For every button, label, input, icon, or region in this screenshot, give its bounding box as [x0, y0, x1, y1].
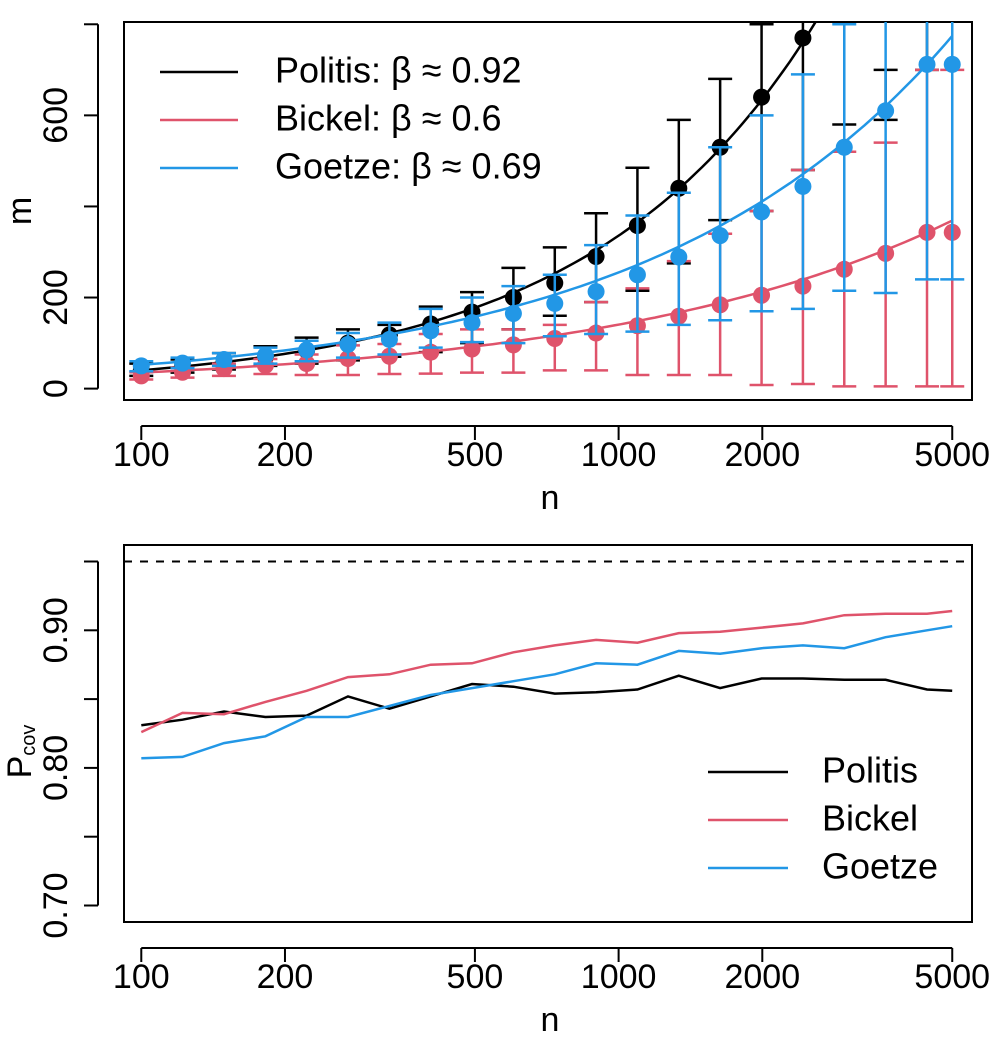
- data-point: [380, 330, 398, 348]
- y-tick-label: 600: [37, 87, 75, 144]
- y-axis-label: Pcov: [1, 725, 40, 779]
- series-line-goetze: [141, 624, 953, 760]
- x-tick-label: 1000: [581, 436, 657, 474]
- x-axis-label: n: [541, 479, 560, 517]
- data-point: [463, 340, 481, 358]
- series-goetze: [129, 22, 965, 375]
- data-point: [132, 357, 150, 375]
- data-point: [877, 102, 895, 120]
- y-axis-label: m: [1, 197, 39, 225]
- x-axis-label: n: [541, 1001, 560, 1039]
- y-axis-label-main: m: [1, 197, 39, 225]
- x-tick-label: 500: [447, 958, 504, 996]
- legend-label: Goetze: [822, 846, 938, 887]
- legend-label: Politis: β ≈ 0.92: [275, 50, 522, 91]
- x-tick-label: 100: [113, 436, 170, 474]
- x-tick-label: 5000: [914, 436, 990, 474]
- x-tick-label: 500: [447, 436, 504, 474]
- data-point: [504, 304, 522, 322]
- y-tick-label: 0.70: [37, 872, 75, 938]
- fit-curve: [141, 22, 818, 372]
- data-point: [794, 177, 812, 195]
- series-bickel: [129, 68, 965, 388]
- data-point: [587, 283, 605, 301]
- legend: Politis: β ≈ 0.92 Bickel: β ≈ 0.6 Goetze: …: [160, 50, 542, 187]
- data-point: [256, 346, 274, 364]
- data-point: [215, 350, 233, 368]
- plot-frame: [123, 544, 973, 923]
- y-tick-label: 200: [37, 269, 75, 326]
- x-tick-label: 2000: [724, 958, 800, 996]
- y-tick-label: 0: [37, 379, 75, 398]
- x-tick-label: 5000: [914, 958, 990, 996]
- x-tick-label: 100: [113, 958, 170, 996]
- data-point: [670, 248, 688, 266]
- m-vs-n-panel: 100 200 500 1000 2000 5000 n 0 200 600 m Politis: β…: [1, 21, 990, 517]
- series-line-politis: [141, 674, 953, 727]
- data-point: [546, 330, 564, 348]
- y-axis-label-main: P: [1, 756, 39, 779]
- data-point: [339, 335, 357, 353]
- series-politis: [129, 22, 940, 379]
- legend-label: Goetze: β ≈ 0.69: [275, 146, 542, 187]
- data-point: [711, 227, 729, 245]
- series-line-bickel: [140, 609, 953, 734]
- data-point: [943, 55, 961, 73]
- x-tick-label: 2000: [724, 436, 800, 474]
- coverage-vs-n-panel: 100 200 500 1000 2000 5000 n 0.70 0.80 0.90 Pcov Po…: [1, 544, 990, 1039]
- data-point: [753, 203, 771, 221]
- data-point: [918, 55, 936, 73]
- x-tick-label: 200: [257, 958, 314, 996]
- data-point: [546, 294, 564, 312]
- data-point: [463, 314, 481, 332]
- legend-label: Politis: [822, 750, 918, 791]
- data-point: [628, 266, 646, 284]
- data-point: [298, 355, 316, 373]
- data-point: [380, 347, 398, 365]
- data-point: [298, 341, 316, 359]
- y-tick-label: 0.80: [37, 735, 75, 801]
- plot-frame: [123, 21, 973, 401]
- x-tick-label: 200: [257, 436, 314, 474]
- plot-area: [124, 560, 972, 760]
- data-point: [422, 322, 440, 340]
- data-point: [753, 88, 771, 106]
- plot-area: [129, 22, 965, 388]
- y-tick-label: 0.90: [37, 597, 75, 663]
- legend-label: Bickel: β ≈ 0.6: [275, 98, 502, 139]
- data-point: [174, 354, 192, 372]
- data-point: [504, 336, 522, 354]
- y-axis-label-subscript: cov: [18, 725, 40, 756]
- data-point: [794, 29, 812, 47]
- data-point: [835, 138, 853, 156]
- legend-label: Bickel: [822, 798, 918, 839]
- fit-curve: [141, 35, 954, 367]
- x-tick-label: 1000: [581, 958, 657, 996]
- legend: Politis Bickel Goetze: [708, 750, 938, 887]
